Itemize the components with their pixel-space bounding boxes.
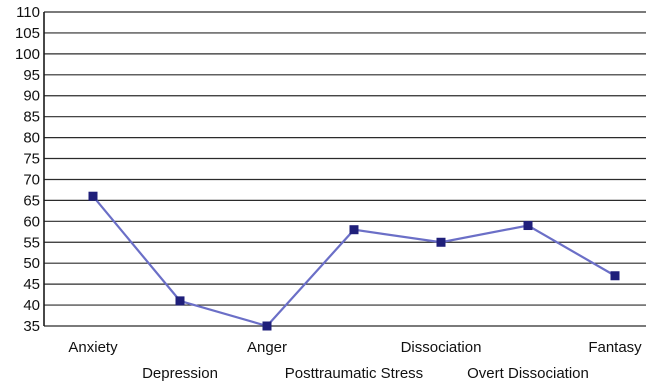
- y-tick-label: 105: [15, 25, 40, 42]
- data-point-posttraumatic-stress: [349, 225, 359, 235]
- data-point-depression: [175, 296, 185, 306]
- x-axis-category-labels: Anxiety Depression Anger Posttraumatic Stre…: [68, 339, 642, 382]
- x-category-label: Posttraumatic Stress: [285, 365, 423, 382]
- y-tick-label: 40: [23, 297, 40, 314]
- y-tick-label: 100: [15, 46, 40, 63]
- series-line: [92, 195, 616, 328]
- y-tick-label: 90: [23, 88, 40, 105]
- y-tick-label: 35: [23, 318, 40, 335]
- y-tick-label: 110: [16, 4, 40, 21]
- y-tick-label: 75: [23, 151, 40, 168]
- data-point-anger: [262, 321, 272, 331]
- y-tick-label: 80: [23, 130, 40, 147]
- x-category-label: Fantasy: [588, 339, 642, 356]
- y-tick-label: 95: [23, 67, 40, 84]
- y-tick-label: 65: [23, 192, 40, 209]
- data-point-fantasy: [610, 271, 620, 281]
- y-axis-tick-labels: 35 40 45 50 55 60 65 70 75 80 85 90 95 100 105 110: [15, 4, 40, 335]
- x-category-label: Dissociation: [401, 339, 482, 356]
- x-category-label: Overt Dissociation: [467, 365, 589, 382]
- x-category-label: Anger: [247, 339, 287, 356]
- x-category-label: Anxiety: [68, 339, 118, 356]
- y-tick-label: 85: [23, 109, 40, 126]
- data-point-dissociation: [436, 237, 446, 247]
- x-category-label: Depression: [142, 365, 218, 382]
- data-point-markers: [88, 191, 620, 331]
- gridlines: [43, 11, 646, 327]
- y-tick-label: 45: [23, 276, 40, 293]
- y-tick-label: 55: [23, 234, 40, 251]
- y-tick-label: 50: [23, 255, 40, 272]
- data-point-overt-dissociation: [523, 221, 533, 231]
- y-tick-label: 60: [23, 213, 40, 230]
- y-tick-label: 70: [23, 171, 40, 188]
- data-point-anxiety: [88, 191, 98, 201]
